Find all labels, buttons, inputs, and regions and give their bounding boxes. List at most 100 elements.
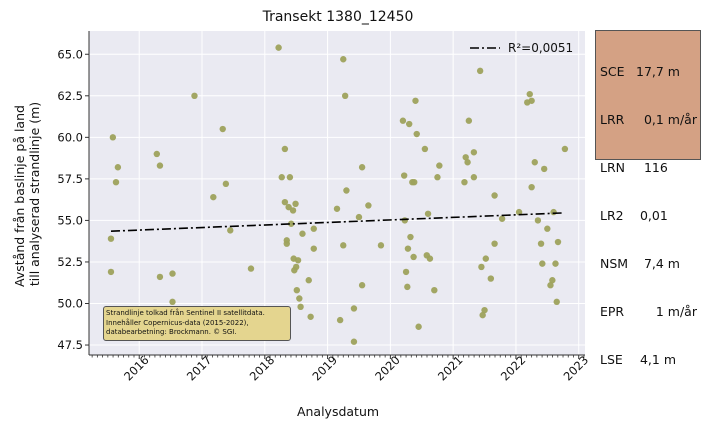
y-tick-label: 55.0 [57,213,83,227]
data-point [407,233,414,241]
note-line: Innehåller Copernicus-data (2015-2022), [106,318,249,327]
stat-key: LSE [600,352,623,367]
data-point [305,277,312,284]
data-point [410,253,417,261]
data-point [411,179,418,186]
statistics-box: SCE 17,7 m LRR 0,1 m/år LRN 116 LR2 0,01 … [595,30,701,367]
stat-key: EPR [600,304,625,319]
data-point [292,263,300,271]
data-point [487,275,495,282]
y-axis-label-line-2: till analyserad strandlinje (m) [27,102,42,286]
data-point [278,174,285,181]
chart-title: Transekt 1380_12450 [262,9,414,25]
data-point [549,277,556,284]
stat-key: NSM [600,256,629,271]
data-point [289,207,297,214]
data-point [333,205,341,212]
data-point [404,245,412,252]
data-point [310,245,317,252]
data-point [297,303,304,311]
stat-key: SCE [600,64,625,79]
stat-row: SCE 17,7 m [600,64,700,80]
data-point [406,120,413,128]
data-point [109,134,117,141]
data-point [307,313,314,320]
x-tick-label: 2020 [372,353,403,384]
x-tick-label: 2023 [561,353,592,384]
data-point [358,282,366,289]
data-point [355,213,363,221]
data-point [377,242,385,249]
y-tick-label: 65.0 [57,47,83,61]
data-point [210,193,217,201]
y-tick-label: 62.5 [57,89,83,103]
data-point [540,165,548,173]
data-point [413,130,420,138]
data-point [481,306,488,314]
stat-key: LRN [600,160,625,175]
data-point [281,198,289,206]
y-tick-label: 57.5 [57,172,83,186]
data-point [399,117,407,124]
x-axis-label: Analysdatum [297,404,379,419]
note-line: databearbetning: Brockmann. © SGI. [106,328,237,336]
y-tick-label: 60.0 [57,130,83,144]
data-point [528,97,535,104]
data-point [404,283,411,291]
data-point [476,67,484,75]
data-point [292,200,299,207]
data-point [340,56,347,63]
data-point [482,255,489,262]
data-point [283,240,290,247]
data-point [470,174,478,181]
data-point [537,240,545,247]
data-point [114,164,122,171]
stat-row: LR2 0,01 [600,208,700,224]
stat-row: LSE 4,1 m [600,352,700,368]
stat-value: 0,01 [636,208,668,223]
data-point [340,242,347,249]
data-point [299,230,306,237]
data-point [515,208,523,216]
y-tick-label: 50.0 [57,296,83,310]
data-point [365,202,372,209]
data-point [424,210,432,217]
x-tick-label: 2017 [184,353,215,384]
data-point [478,263,485,271]
data-point [534,217,542,224]
data-point [491,192,498,199]
data-point [169,270,176,277]
data-point [465,117,473,124]
data-point [341,92,349,100]
data-point [153,150,161,158]
stat-value: 4,1 m [636,352,677,367]
data-point [539,260,546,267]
stat-row: NSM 7,4 m [600,256,700,272]
stat-row: EPR 1 m/år [600,304,700,320]
data-point [415,323,422,330]
x-tick-label: 2021 [435,353,466,384]
x-tick-label: 2018 [247,353,278,384]
stat-row: LRN 116 [600,160,700,176]
data-point [421,145,429,153]
data-point [479,311,486,319]
data-point [434,174,441,181]
data-point [553,298,560,306]
data-point [412,97,419,104]
y-axis-label: Avstånd från baslinje på land till analy… [12,101,42,287]
stat-value: 1 m/år [636,304,697,319]
x-tick-label: 2019 [309,353,340,384]
trend-line [110,212,564,233]
data-point [547,282,554,289]
data-point [350,338,358,345]
data-point [498,215,506,222]
data-point [310,225,317,232]
data-point [285,203,292,211]
stat-value: 0,1 m/år [636,112,697,127]
data-point [402,268,410,276]
data-point [275,44,282,51]
data-point [401,217,409,224]
data-point [191,92,198,100]
data-point [431,287,438,294]
